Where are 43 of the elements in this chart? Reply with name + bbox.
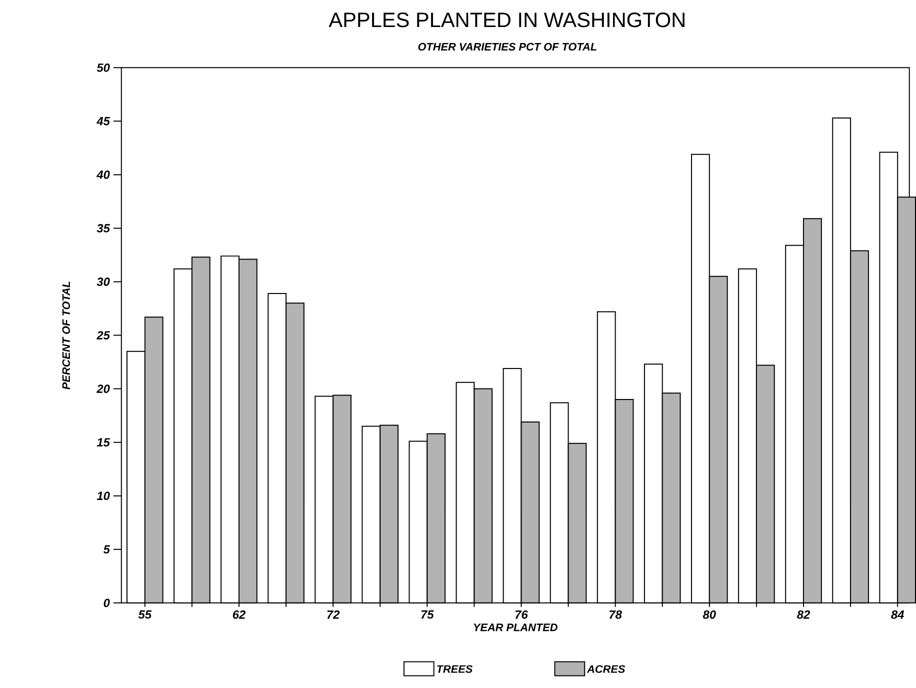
bar <box>708 276 728 604</box>
bar <box>850 250 869 604</box>
bar <box>662 392 681 604</box>
bar <box>286 302 304 604</box>
bar <box>756 364 775 604</box>
bar <box>520 421 540 604</box>
chart-subtitle: OTHER VARIETIES PCT OF TOTAL <box>418 42 596 50</box>
y-tick-label: 5 <box>103 545 110 554</box>
x-tick-label: 80 <box>702 610 716 619</box>
x-axis-title: YEAR PLANTED <box>474 623 558 631</box>
x-tick-label: 72 <box>327 610 340 618</box>
y-tick-label: 30 <box>96 277 110 286</box>
bar <box>144 316 164 604</box>
legend-label: ACRES <box>586 664 626 673</box>
x-tick-label: 82 <box>797 610 810 619</box>
y-tick-label: 40 <box>96 170 110 179</box>
chart-title: APPLES PLANTED IN WASHINGTON <box>328 12 684 28</box>
bar <box>380 424 399 604</box>
x-tick-label: 78 <box>610 610 622 619</box>
bar <box>426 433 446 604</box>
legend-label: TREES <box>437 664 473 673</box>
bar <box>897 196 916 604</box>
bar <box>238 258 258 604</box>
y-tick-label: 20 <box>96 384 110 393</box>
y-tick-label: 35 <box>96 224 110 232</box>
bar <box>803 218 822 604</box>
x-tick-label: 55 <box>138 610 152 618</box>
x-tick-label: 76 <box>515 610 528 619</box>
bar <box>332 394 352 604</box>
y-tick-label: 10 <box>96 491 110 500</box>
x-tick-label: 62 <box>232 610 246 619</box>
bar <box>614 398 634 604</box>
bar <box>191 256 210 604</box>
y-tick-label: 15 <box>96 438 110 446</box>
bar <box>474 388 493 604</box>
y-tick-label: 50 <box>96 63 110 72</box>
x-tick-label: 84 <box>891 610 904 619</box>
y-tick-label: 45 <box>96 116 110 126</box>
bar <box>568 442 587 604</box>
y-tick-label: 25 <box>96 330 110 340</box>
x-tick-label: 75 <box>421 610 434 618</box>
y-tick-label: 0 <box>104 598 110 607</box>
y-axis-title: PERCENT OF TOTAL <box>62 281 70 390</box>
